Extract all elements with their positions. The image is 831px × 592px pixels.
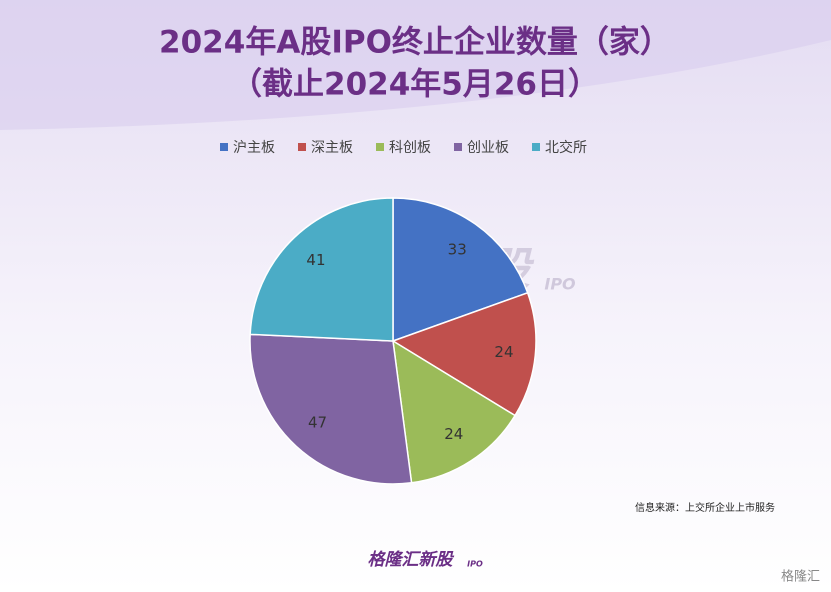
data-label: 24: [444, 425, 463, 443]
legend-label: 深主板: [311, 140, 353, 156]
corner-logo: 格隆汇: [781, 569, 820, 585]
legend-swatch: [454, 143, 462, 151]
legend-label: 科创板: [389, 140, 431, 156]
pie-slice: [392, 339, 517, 484]
data-label: 33: [448, 240, 467, 258]
data-label: 24: [494, 343, 513, 361]
legend-label: 沪主板: [233, 140, 275, 156]
data-label: 41: [306, 251, 325, 269]
source: 信息来源：上交所企业上市服务: [635, 501, 775, 514]
data-label: 47: [308, 414, 327, 432]
logo: 格隆汇新股: [368, 550, 455, 570]
chart-subtitle: （截止2024年5月26日）: [231, 67, 599, 103]
pie-slice: [392, 197, 529, 343]
legend-label: 创业板: [467, 140, 509, 156]
logo: IPO: [467, 560, 483, 569]
legend-swatch: [220, 143, 228, 151]
pie-slice: [249, 333, 413, 485]
header-band: [0, 0, 831, 130]
legend-swatch: [532, 143, 540, 151]
chart-title: 2024年A股IPO终止企业数量（家）: [159, 25, 671, 61]
legend-swatch: [298, 143, 306, 151]
watermark: IPO: [544, 275, 576, 294]
legend-label: 北交所: [545, 139, 587, 156]
pie-slice: [249, 197, 394, 342]
legend-swatch: [376, 143, 384, 151]
pie-slice: [391, 291, 537, 417]
